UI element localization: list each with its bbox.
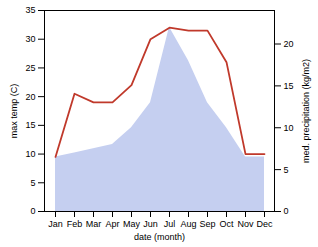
svg-text:Oct: Oct [219, 219, 234, 229]
svg-text:Sep: Sep [199, 219, 215, 229]
svg-text:May: May [123, 219, 141, 229]
svg-text:15: 15 [25, 120, 35, 130]
svg-text:Jul: Jul [164, 219, 176, 229]
svg-text:25: 25 [25, 63, 35, 73]
svg-text:med. precipitation (kg/m2): med. precipitation (kg/m2) [301, 59, 311, 163]
svg-text:0: 0 [284, 206, 289, 216]
svg-text:35: 35 [25, 5, 35, 15]
svg-text:20: 20 [25, 92, 35, 102]
svg-text:Mar: Mar [86, 219, 102, 229]
svg-text:10: 10 [25, 149, 35, 159]
svg-text:20: 20 [284, 39, 294, 49]
svg-text:5: 5 [30, 178, 35, 188]
svg-text:Dec: Dec [256, 219, 273, 229]
svg-text:Feb: Feb [67, 219, 83, 229]
svg-text:Apr: Apr [105, 219, 119, 229]
svg-text:Jan: Jan [48, 219, 63, 229]
svg-text:5: 5 [284, 165, 289, 175]
svg-text:date (month): date (month) [134, 232, 185, 242]
svg-text:30: 30 [25, 34, 35, 44]
svg-text:Aug: Aug [180, 219, 196, 229]
svg-text:10: 10 [284, 123, 294, 133]
svg-text:max temp (C): max temp (C) [9, 84, 19, 139]
svg-text:Jun: Jun [143, 219, 158, 229]
svg-text:Nov: Nov [237, 219, 254, 229]
svg-text:0: 0 [30, 206, 35, 216]
svg-text:15: 15 [284, 81, 294, 91]
